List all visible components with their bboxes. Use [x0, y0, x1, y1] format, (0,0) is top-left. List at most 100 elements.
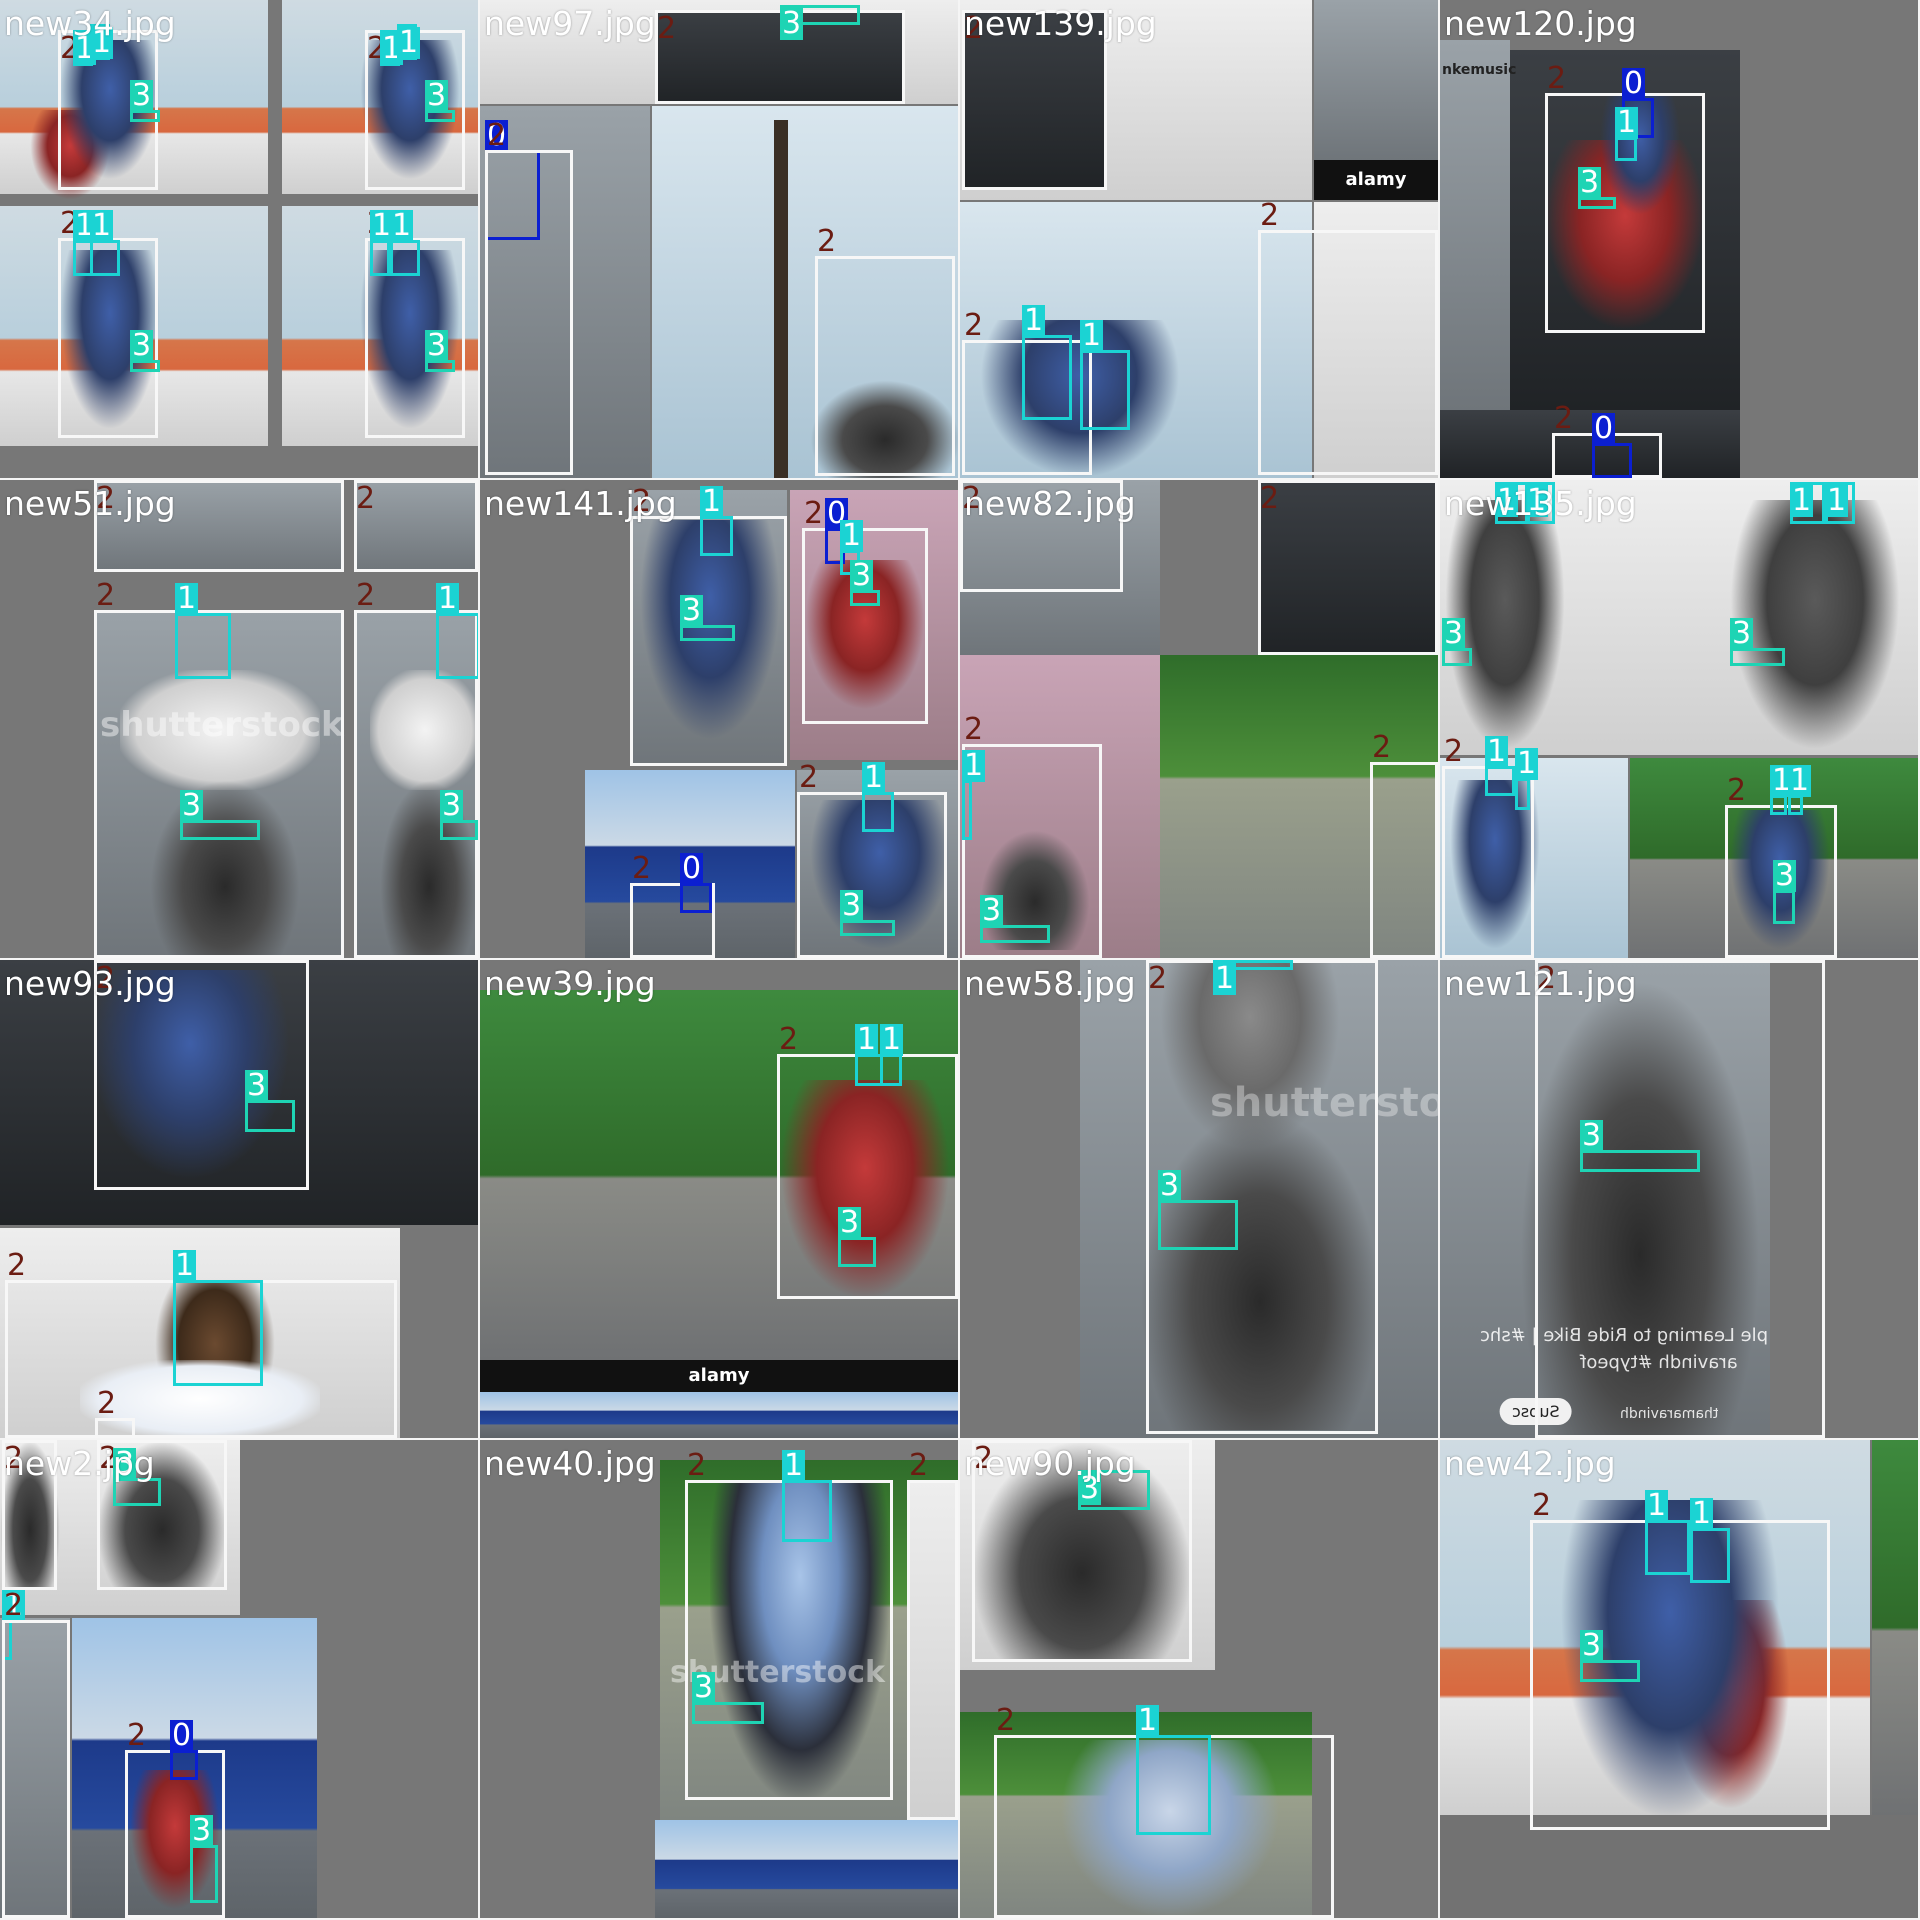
class-2-box: 2 — [2, 1440, 57, 1590]
box-label: 2 — [96, 578, 116, 613]
class-3-box: 3 — [840, 890, 895, 936]
box-label: 1 — [2, 1588, 26, 1623]
class-3-box: 3 — [1158, 1170, 1238, 1250]
box-label: 2 — [1537, 961, 1557, 996]
box-label: 3 — [1580, 1628, 1604, 1663]
box-label: 2 — [1372, 730, 1392, 765]
box-label: 1 — [390, 208, 414, 243]
class-2-box: 2 — [962, 310, 1092, 475]
class-2-box: 2 — [354, 580, 478, 958]
box-label: 2 — [962, 481, 982, 516]
class-3-box: 3 — [850, 560, 880, 606]
box-label: 2 — [356, 578, 376, 613]
box-label: 2 — [4, 1588, 24, 1623]
box-label: 1 — [1136, 1703, 1160, 1738]
class-0-box: 0 — [680, 853, 712, 913]
box-label: 1 — [1645, 1488, 1669, 1523]
box-label: 1 — [782, 1448, 806, 1483]
box-label: 1 — [880, 1022, 904, 1057]
class-2-box: 2 — [1370, 732, 1438, 958]
box-label: 0 — [485, 118, 509, 153]
box-label: 2 — [657, 11, 677, 46]
box-label: 1 — [962, 748, 986, 783]
tile-title: new139.jpg — [964, 4, 1157, 43]
class-2-box: 2 — [2, 1590, 70, 1918]
class-3-box: 3 — [130, 330, 160, 372]
class-3-box: 3 — [1442, 618, 1472, 666]
tile-title: new42.jpg — [1444, 1444, 1616, 1483]
class-1-box: 1 — [90, 210, 120, 276]
class-3-box: 3 — [425, 330, 455, 372]
class-2-box: 2 — [907, 1450, 958, 1820]
class-2-box: 2 — [354, 480, 478, 572]
box-label: 1 — [173, 1248, 197, 1283]
tile-title: new135.jpg — [1444, 484, 1637, 523]
tile-title: new58.jpg — [964, 964, 1136, 1003]
box-label: 2 — [909, 1448, 929, 1483]
class-3-box: 3 — [692, 1672, 764, 1724]
watermark-bar: alamy — [480, 1360, 958, 1392]
tile-title: new82.jpg — [964, 484, 1136, 523]
box-label: 3 — [180, 788, 204, 823]
class-1-box: 1 — [862, 762, 894, 832]
box-label: 1 — [1788, 763, 1812, 798]
class-3-box: 3 — [425, 80, 455, 122]
box-label: 2 — [1532, 1488, 1552, 1523]
box-label: 3 — [1580, 1118, 1604, 1153]
box-label: 2 — [804, 496, 824, 531]
tile-new51: shutterstock new51.jpg 2 2 1 3 2 2 1 3 — [0, 480, 478, 958]
box-label: 3 — [850, 558, 874, 593]
box-label: 3 — [440, 788, 464, 823]
class-1-box: 1 — [436, 583, 478, 679]
box-label: 1 — [855, 1022, 879, 1057]
class-2-box: 2 — [94, 480, 344, 572]
box-label: 0 — [1592, 411, 1616, 446]
box-label: 2 — [632, 851, 652, 886]
box-label: 1 — [1495, 483, 1519, 518]
tile-new121: ple Learning to Ride Bike | #shc aravind… — [1440, 960, 1918, 1438]
box-label: 3 — [1730, 616, 1754, 651]
box-label: 1 — [1485, 734, 1509, 769]
tile-title: new90.jpg — [964, 1444, 1136, 1483]
class-1-box: 1 — [1690, 1498, 1730, 1583]
box-label: 3 — [113, 1446, 137, 1481]
box-label: 2 — [1260, 481, 1280, 516]
class-1-box: 1 — [397, 24, 421, 60]
box-label: 0 — [1622, 66, 1646, 101]
tile-title: new40.jpg — [484, 1444, 656, 1483]
class-1-box: 1 — [1790, 482, 1825, 524]
class-1-box: 1 — [1022, 305, 1072, 420]
class-2-box: 2 — [1535, 960, 1825, 1438]
box-label: 2 — [964, 11, 984, 46]
watermark-music: nkemusic — [1442, 62, 1517, 78]
class-1-box: 1 — [1788, 765, 1812, 815]
class-3-box: 3 — [1578, 167, 1616, 209]
class-3-box: 3 — [190, 1815, 218, 1903]
class-1-box: 1 — [880, 1024, 904, 1086]
box-label: 2 — [1260, 198, 1280, 233]
class-2-box: 2 — [802, 498, 928, 724]
box-label: 3 — [130, 328, 154, 363]
class-2-box: 2 — [815, 226, 955, 476]
class-2-box: 2 — [95, 1388, 135, 1438]
box-label: 3 — [780, 6, 804, 41]
class-3-box: 3 — [838, 1207, 876, 1267]
box-label: 2 — [1547, 61, 1567, 96]
tile-title: new34.jpg — [4, 4, 176, 43]
class-1-box: 1 — [90, 24, 114, 60]
class-2-box: 2 — [1258, 200, 1438, 475]
box-label: 2 — [7, 1248, 27, 1283]
box-label: 2 — [1148, 961, 1168, 996]
class-2-box: 2 — [962, 10, 1107, 190]
class-2-box: 2 — [1725, 775, 1837, 958]
box-label: 2 — [964, 712, 984, 747]
class-1-box: 1 — [1615, 107, 1639, 161]
box-label: 2 — [687, 1448, 707, 1483]
class-2-box: 2 — [94, 580, 344, 958]
box-label: 1 — [1213, 961, 1237, 996]
class-3-box: 3 — [680, 595, 735, 641]
box-label: 3 — [1442, 616, 1466, 651]
